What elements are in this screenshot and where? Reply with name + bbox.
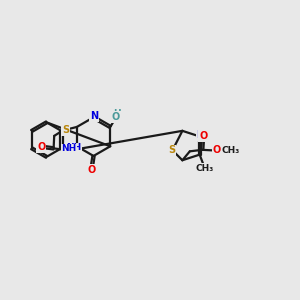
Text: O: O — [87, 165, 95, 175]
Text: CH₃: CH₃ — [222, 146, 240, 155]
Text: NH: NH — [61, 145, 77, 154]
Text: O: O — [112, 112, 120, 122]
Text: H: H — [113, 110, 120, 118]
Text: S: S — [168, 145, 175, 155]
Text: NH: NH — [66, 143, 81, 152]
Text: N: N — [90, 111, 98, 121]
Text: O: O — [37, 142, 45, 152]
Text: CH₃: CH₃ — [196, 164, 214, 173]
Text: N: N — [196, 130, 205, 140]
Text: O: O — [212, 146, 221, 155]
Text: O: O — [199, 131, 207, 141]
Text: S: S — [62, 125, 69, 135]
